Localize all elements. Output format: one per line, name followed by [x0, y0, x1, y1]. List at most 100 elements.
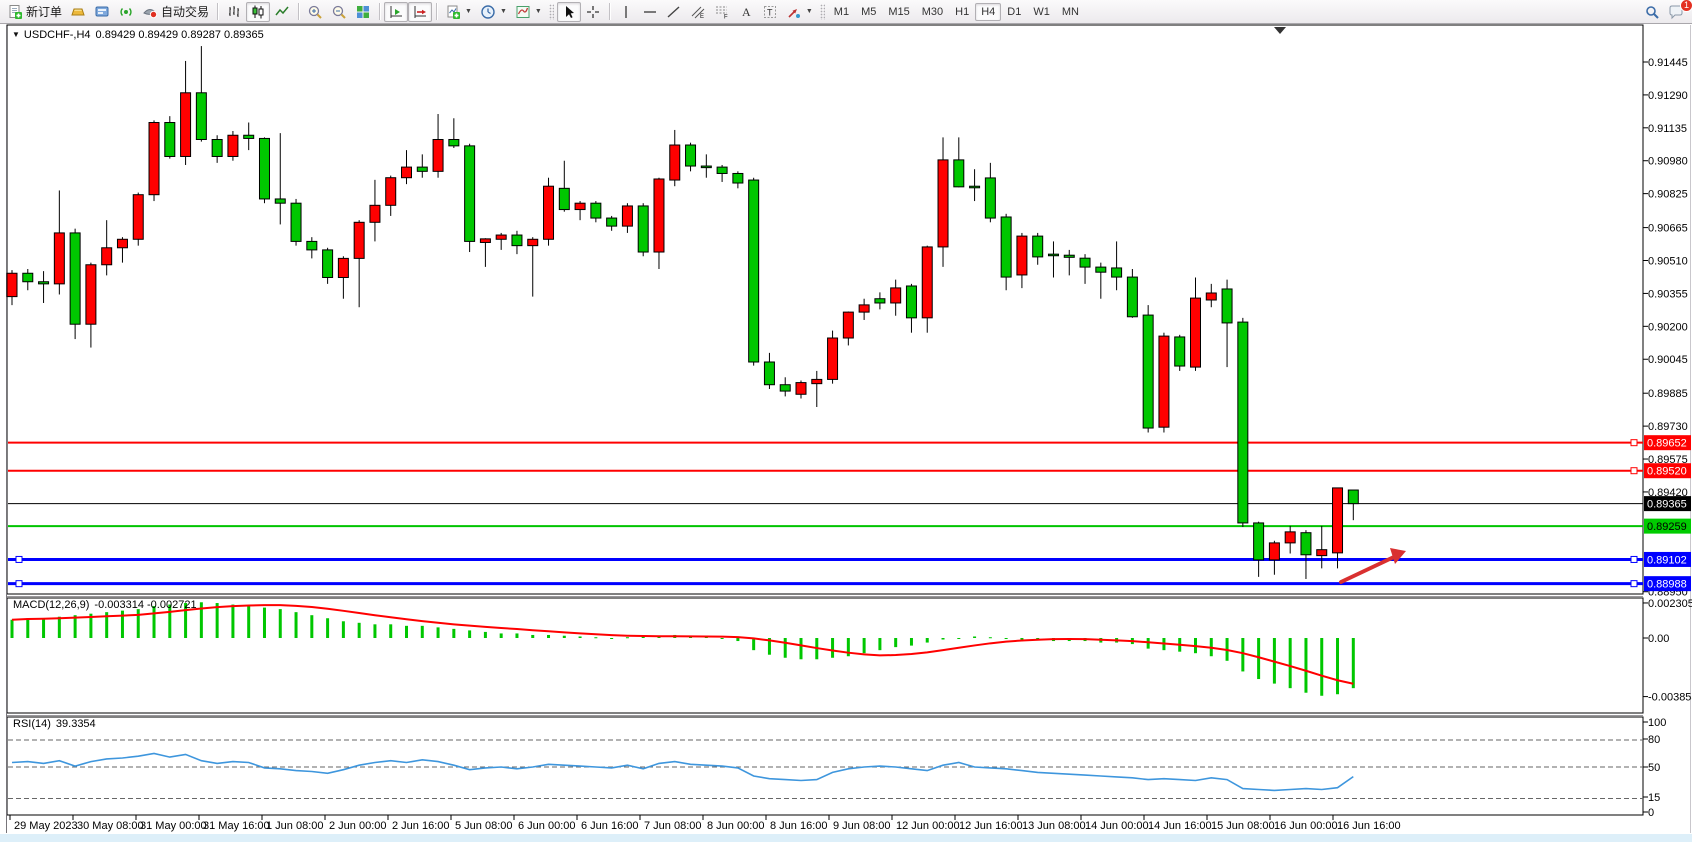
svg-text:0.89520: 0.89520	[1647, 466, 1687, 478]
candle-bear	[1000, 216, 1012, 278]
candle-bull	[842, 311, 854, 339]
bar-chart-icon	[229, 5, 240, 17]
macd-axis: 0.002305 0.00 -0.003855	[1643, 598, 1692, 704]
candle-bear	[322, 249, 334, 278]
autotrading-button[interactable]: 自动交易	[138, 2, 213, 22]
chart-shift-button[interactable]	[384, 1, 409, 22]
candle-bull	[353, 221, 365, 259]
vertical-line-button[interactable]	[614, 2, 638, 22]
chat-badge: 1	[1680, 0, 1692, 12]
text-icon: A	[742, 5, 751, 19]
search-button[interactable]	[1640, 2, 1664, 22]
trend-arrow-annotation[interactable]	[1339, 548, 1406, 584]
equidistant-channel-button[interactable]: E	[686, 2, 710, 22]
svg-text:6 Jun 00:00: 6 Jun 00:00	[518, 820, 576, 832]
candle-bear	[274, 198, 286, 204]
svg-text:15: 15	[1648, 792, 1660, 804]
symbol-dropdown-icon[interactable]: ▼	[12, 30, 20, 39]
indicators-button[interactable]: ▼	[511, 2, 546, 22]
svg-text:8 Jun 00:00: 8 Jun 00:00	[707, 820, 765, 832]
candle-bear	[1079, 257, 1091, 268]
price-axis: 0.91445 0.91290 0.91135 0.90980 0.90825 0.906…	[1643, 57, 1688, 599]
timeframe-d1-button[interactable]: D1	[1007, 5, 1022, 18]
market-watch-button[interactable]	[66, 2, 90, 22]
candle-bull	[180, 92, 192, 157]
new-chart-button[interactable]: ▼	[441, 2, 476, 22]
svg-text:F: F	[724, 14, 728, 20]
timeframe-m5-button[interactable]: M5	[861, 5, 877, 18]
vertical-line-icon	[625, 5, 627, 18]
channel-icon: E	[691, 6, 705, 20]
candle-bull	[1205, 292, 1217, 301]
hline-0.88988[interactable]	[8, 580, 1643, 588]
candle-bear	[1237, 321, 1249, 524]
timeframe-w1-button[interactable]: W1	[1033, 5, 1050, 18]
zoom-in-button[interactable]	[303, 2, 327, 22]
timeframe-h1-button[interactable]: H1	[955, 5, 970, 18]
svg-text:31 May 16:00: 31 May 16:00	[203, 820, 270, 832]
fibonacci-button[interactable]: F	[710, 2, 734, 22]
toolbar-separator	[298, 3, 300, 20]
bar-chart-button[interactable]	[222, 2, 246, 22]
periods-button[interactable]: ▼	[476, 2, 511, 22]
zoom-out-button[interactable]	[327, 2, 351, 22]
candle-bear	[779, 384, 791, 392]
timeframe-m30-button[interactable]: M30	[921, 5, 944, 18]
chart-window-title: ▼ USDCHF-,H4 0.89429 0.89429 0.89287 0.893…	[12, 29, 264, 41]
svg-text:0.89259: 0.89259	[1647, 521, 1687, 533]
profiles-button[interactable]	[90, 2, 114, 22]
horizontal-line-button[interactable]	[638, 2, 662, 22]
panel-frames	[6, 24, 1691, 833]
svg-text:0.90200: 0.90200	[1648, 321, 1688, 333]
candle-bear	[258, 137, 270, 200]
tile-windows-button[interactable]	[351, 2, 375, 22]
cursor-button[interactable]	[556, 1, 581, 22]
svg-text:50: 50	[1648, 762, 1660, 774]
trendline-button[interactable]	[662, 2, 686, 22]
signals-button[interactable]	[114, 2, 138, 22]
candle-bear	[1300, 532, 1312, 556]
new-order-button[interactable]: 新订单	[3, 2, 66, 22]
arrows-button[interactable]: ▼	[782, 2, 817, 22]
autotrading-icon	[143, 8, 158, 18]
crosshair-button[interactable]	[581, 2, 605, 22]
svg-text:7 Jun 08:00: 7 Jun 08:00	[644, 820, 702, 832]
text-button[interactable]: A	[734, 2, 758, 22]
candle-bull	[337, 257, 349, 278]
hline-0.89652[interactable]	[8, 439, 1643, 447]
rsi-line	[11, 752, 1354, 792]
chat-button[interactable]: 1	[1664, 0, 1692, 22]
timeframe-h4-button[interactable]: H4	[975, 2, 1002, 21]
toolbar-drag-handle[interactable]	[548, 3, 554, 20]
svg-text:29 May 2023: 29 May 2023	[14, 820, 78, 832]
svg-text:80: 80	[1648, 734, 1660, 746]
candle-bull	[132, 194, 144, 240]
candle-bull	[53, 232, 65, 285]
crosshair-icon	[586, 5, 599, 18]
line-chart-button[interactable]	[270, 2, 294, 22]
svg-text:0.88988: 0.88988	[1647, 579, 1687, 591]
auto-scroll-button[interactable]	[408, 1, 433, 22]
svg-text:9 Jun 08:00: 9 Jun 08:00	[833, 820, 891, 832]
toolbar-drag-handle[interactable]	[819, 3, 825, 20]
trendline-icon	[667, 5, 680, 18]
timeframe-mn-button[interactable]: MN	[1061, 5, 1079, 18]
hline-0.89520[interactable]	[8, 467, 1643, 475]
timeframe-m15-button[interactable]: M15	[888, 5, 910, 18]
candle-bear	[1347, 489, 1359, 505]
label-button[interactable]: T	[758, 2, 782, 22]
candle-bear	[164, 122, 176, 157]
line-chart-icon	[275, 6, 289, 15]
hline-0.89102[interactable]	[8, 555, 1643, 563]
candle-bear	[748, 179, 760, 363]
candle-bear	[969, 185, 981, 189]
candle-bear	[685, 144, 697, 167]
chart-ohlc-values: 0.89429 0.89429 0.89287 0.89365	[95, 29, 264, 41]
autotrading-label: 自动交易	[161, 5, 210, 19]
timeframe-m1-button[interactable]: M1	[833, 5, 850, 18]
zoom-out-icon	[332, 5, 346, 19]
candlestick-chart-button[interactable]	[246, 1, 271, 22]
